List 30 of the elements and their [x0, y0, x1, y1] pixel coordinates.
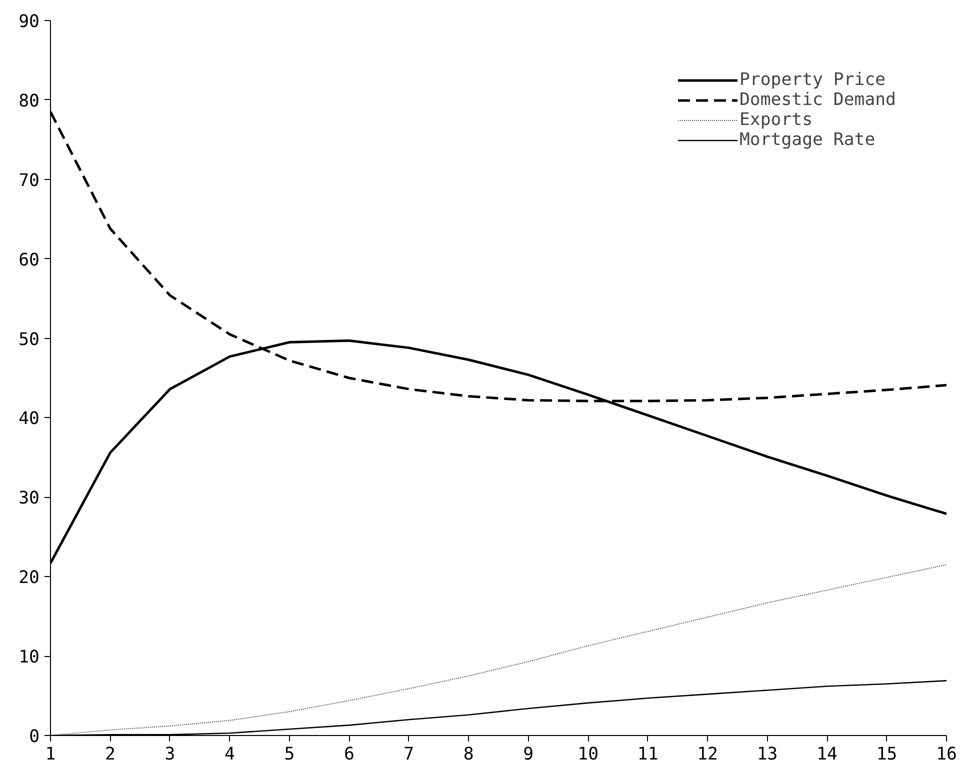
y-tick-label: 40: [18, 409, 40, 430]
x-tick-label: 9: [523, 744, 534, 764]
x-tick-label: 14: [816, 744, 838, 764]
x-tick-label: 16: [936, 744, 957, 764]
x-tick-label: 10: [578, 744, 599, 764]
x-tick-label: 1: [45, 744, 56, 764]
x-tick-label: 15: [876, 744, 898, 764]
y-tick-label: 70: [18, 170, 40, 191]
legend-label: Exports: [740, 110, 813, 130]
x-tick-label: 6: [344, 744, 354, 764]
x-tick-label: 8: [463, 744, 474, 764]
y-tick-label: 90: [18, 12, 40, 32]
y-tick-label: 30: [18, 488, 40, 509]
y-tick-label: 10: [18, 648, 40, 668]
x-tick-label: 12: [697, 744, 718, 764]
x-tick-label: 11: [637, 744, 658, 764]
x-tick-label: 13: [756, 744, 778, 764]
legend-label: Property Price: [740, 70, 886, 90]
x-tick-label: 2: [105, 744, 116, 764]
y-tick-label: 50: [18, 330, 40, 350]
y-tick-label: 60: [18, 250, 40, 270]
x-tick-label: 3: [164, 744, 176, 764]
x-tick-label: 4: [224, 744, 235, 764]
legend-label: Domestic Demand: [740, 90, 896, 110]
x-tick-label: 5: [284, 744, 295, 764]
y-tick-label: 20: [18, 568, 40, 588]
x-tick-label: 7: [404, 744, 414, 764]
legend-label: Mortgage Rate: [740, 130, 876, 150]
y-tick-label: 80: [18, 91, 40, 112]
y-tick-label: 0: [29, 727, 40, 747]
